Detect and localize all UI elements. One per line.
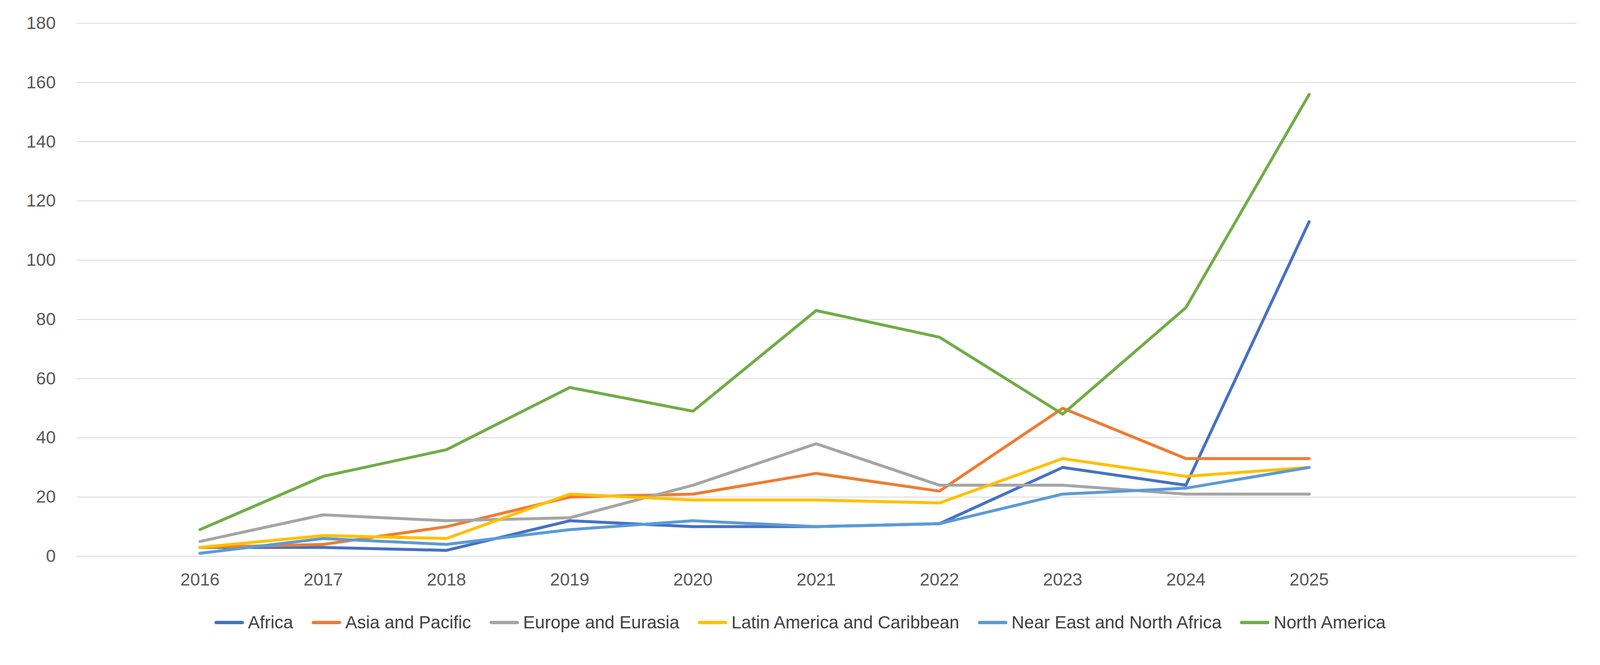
svg-text:2018: 2018 [426,569,467,590]
svg-text:180: 180 [26,13,56,33]
svg-text:2019: 2019 [550,569,590,590]
svg-text:2023: 2023 [1043,569,1083,590]
html-text:Asia and Pacific: Asia and Pacific [345,612,471,633]
html-text:Africa: Africa [247,612,294,633]
html-text:North America: North America [1273,612,1386,633]
svg-text:2022: 2022 [919,569,959,590]
svg-text:120: 120 [26,190,56,211]
svg-text:20: 20 [36,486,56,507]
html-text:Latin America and Caribbean: Latin America and Caribbean [731,612,960,633]
svg-text:0: 0 [45,545,56,566]
svg-text:140: 140 [26,131,56,151]
svg-text:2021: 2021 [796,569,836,590]
svg-text:160: 160 [26,72,56,93]
svg-text:2017: 2017 [303,569,343,590]
svg-text:40: 40 [36,427,56,448]
svg-text:80: 80 [36,309,56,329]
svg-text:2016: 2016 [180,569,220,590]
svg-text:2024: 2024 [1166,569,1206,590]
svg-text:2020: 2020 [673,569,713,590]
svg-text:100: 100 [26,249,56,270]
html-text:Europe and Eurasia: Europe and Eurasia [523,612,680,633]
html-text:Near East and North Africa: Near East and North Africa [1011,612,1222,633]
svg-text:2025: 2025 [1289,569,1329,590]
svg-text:60: 60 [36,368,56,389]
